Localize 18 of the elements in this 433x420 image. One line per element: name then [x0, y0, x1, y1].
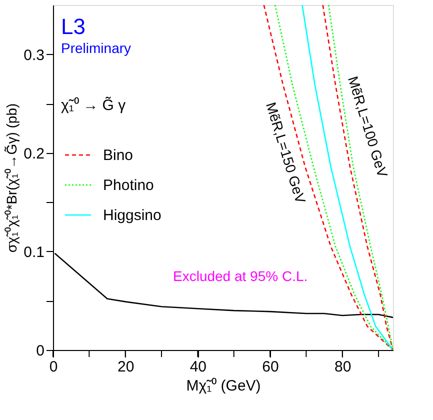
legend-label: Photino	[103, 177, 154, 194]
y-axis-title: σχ̃₁⁰χ̃₁⁰*Br(χ̃₁⁰→G̃γ) (pb)	[3, 103, 20, 253]
legend-label: Bino	[103, 147, 134, 164]
x-tick-label: 40	[190, 358, 207, 376]
x-tick-label: 80	[334, 358, 352, 376]
legend-label: Higgsino	[103, 207, 162, 224]
annotation: Preliminary	[61, 40, 132, 56]
y-tick-label: 0	[36, 342, 44, 360]
y-tick-label: 0.2	[24, 145, 44, 162]
x-tick-label: 60	[262, 358, 279, 376]
annotation: Excluded at 95% C.L.	[173, 268, 308, 284]
y-tick-label: 0.3	[24, 46, 44, 64]
x-tick-label: 20	[117, 358, 134, 376]
x-tick-label: 0	[49, 358, 58, 376]
annotation: χ̃₁⁰ → G̃ γ	[61, 96, 126, 114]
x-axis-title: Mχ̃₁⁰ (GeV)	[186, 378, 261, 394]
annotation: L3	[61, 14, 86, 39]
y-tick-label: 0.1	[24, 244, 44, 261]
